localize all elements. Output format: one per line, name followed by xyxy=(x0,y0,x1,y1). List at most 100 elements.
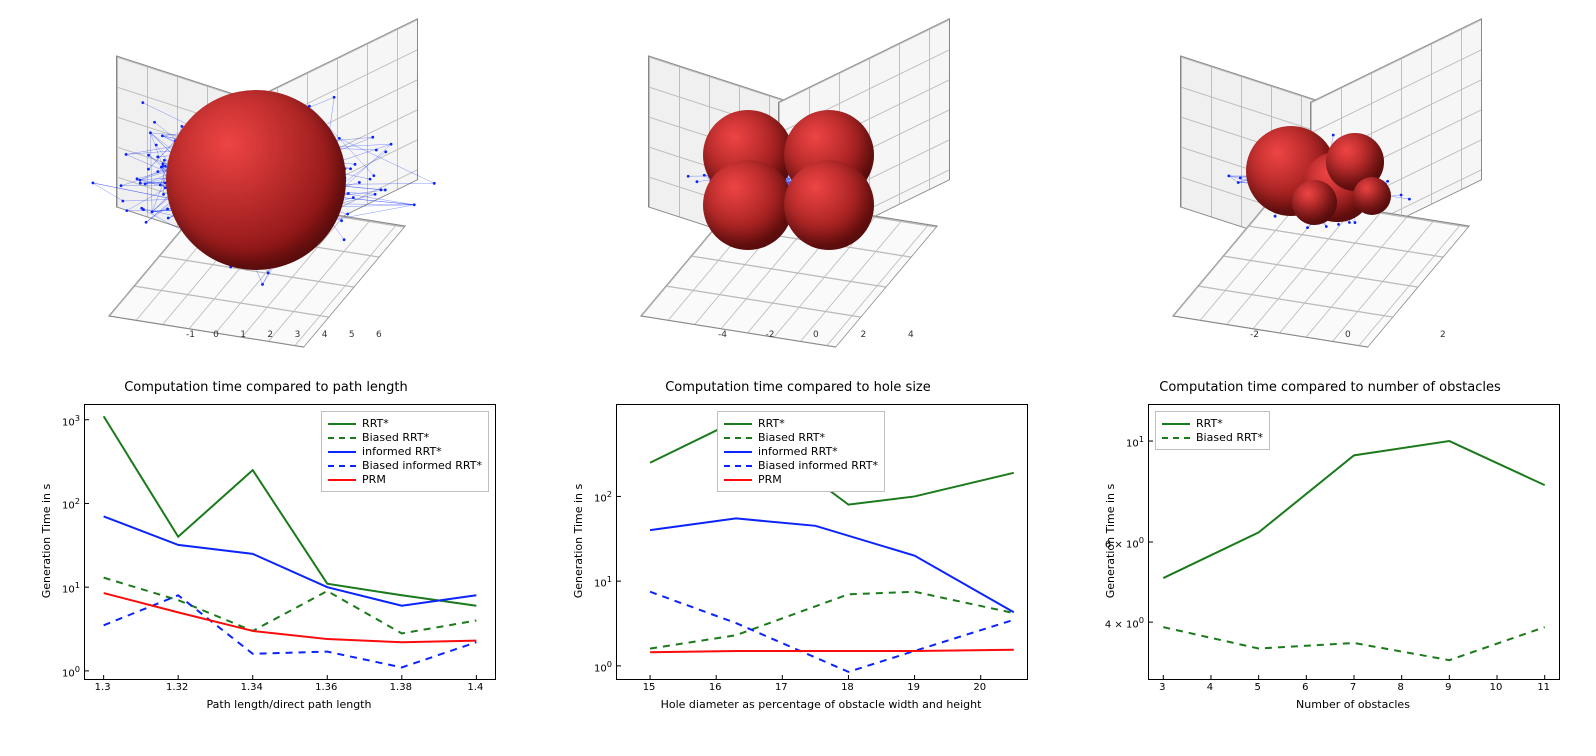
chart-title: Computation time compared to path length xyxy=(26,380,506,395)
legend-label: Biased informed RRT* xyxy=(362,459,482,472)
chart-path-length: Computation time compared to path length… xyxy=(26,380,506,720)
x-tick: 1.36 xyxy=(314,682,338,693)
series-line xyxy=(104,516,477,605)
chart-title: Computation time compared to hole size xyxy=(558,380,1038,395)
x-axis-label: Hole diameter as percentage of obstacle … xyxy=(616,698,1026,711)
x-tick: 18 xyxy=(835,682,859,693)
x-tick: 1.34 xyxy=(240,682,264,693)
x-tick: 16 xyxy=(703,682,727,693)
series-line xyxy=(104,578,477,634)
x-tick: 1.38 xyxy=(389,682,413,693)
chart-title: Computation time compared to number of o… xyxy=(1090,380,1570,395)
scenario-four-spheres: -4-2024 xyxy=(588,30,1008,350)
legend-swatch-icon xyxy=(1162,437,1190,439)
legend-swatch-icon xyxy=(328,437,356,439)
legend-entry: Biased informed RRT* xyxy=(328,459,482,472)
legend-swatch-icon xyxy=(724,423,752,425)
scenario-many-spheres: -202 xyxy=(1120,30,1540,350)
plot-area: RRT*Biased RRT* xyxy=(1148,404,1560,680)
legend: RRT*Biased RRT*informed RRT*Biased infor… xyxy=(321,411,489,492)
y-tick: 100 xyxy=(30,664,80,679)
legend: RRT*Biased RRT* xyxy=(1155,411,1270,450)
series-line xyxy=(1163,627,1544,660)
x-tick: 4 xyxy=(1198,682,1222,693)
series-line xyxy=(650,592,1014,649)
x-tick: 8 xyxy=(1389,682,1413,693)
plot-area: RRT*Biased RRT*informed RRT*Biased infor… xyxy=(84,404,496,680)
bottom-row-charts: Computation time compared to path length… xyxy=(0,370,1596,730)
series-line xyxy=(1163,441,1544,578)
x-tick: 20 xyxy=(968,682,992,693)
legend-entry: Biased informed RRT* xyxy=(724,459,878,472)
legend-label: RRT* xyxy=(362,417,389,430)
x-tick: 9 xyxy=(1436,682,1460,693)
y-tick: 102 xyxy=(562,489,612,504)
legend-entry: PRM xyxy=(328,473,482,486)
x-tick: 6 xyxy=(1293,682,1317,693)
y-axis-label: Generation Time in s xyxy=(1104,404,1117,678)
x-tick: 11 xyxy=(1532,682,1556,693)
legend-label: Biased RRT* xyxy=(1196,431,1263,444)
series-line xyxy=(650,650,1014,652)
legend-entry: informed RRT* xyxy=(328,445,482,458)
legend: RRT*Biased RRT*informed RRT*Biased infor… xyxy=(717,411,885,492)
x-tick: 3 xyxy=(1150,682,1174,693)
x-tick: 1.4 xyxy=(463,682,487,693)
legend-entry: RRT* xyxy=(1162,417,1263,430)
legend-label: PRM xyxy=(758,473,782,486)
legend-swatch-icon xyxy=(724,451,752,453)
legend-swatch-icon xyxy=(328,479,356,481)
legend-label: PRM xyxy=(362,473,386,486)
series-line xyxy=(104,595,477,667)
legend-label: Biased RRT* xyxy=(362,431,429,444)
x-tick: 17 xyxy=(769,682,793,693)
legend-swatch-icon xyxy=(724,465,752,467)
y-axis-label: Generation Time in s xyxy=(40,404,53,678)
y-tick: 102 xyxy=(30,496,80,511)
legend-label: informed RRT* xyxy=(362,445,442,458)
series-line xyxy=(650,592,1014,672)
legend-entry: Biased RRT* xyxy=(328,431,482,444)
y-tick: 6 × 100 xyxy=(1094,535,1144,550)
y-tick: 4 × 100 xyxy=(1094,615,1144,630)
top-row-3d-scenarios: -10123456 -4-2024 -202 xyxy=(0,0,1596,370)
y-tick: 103 xyxy=(30,413,80,428)
legend-entry: informed RRT* xyxy=(724,445,878,458)
y-axis-label: Generation Time in s xyxy=(572,404,585,678)
obstacle-sphere-icon xyxy=(166,90,346,270)
chart-num-obstacles: Computation time compared to number of o… xyxy=(1090,380,1570,720)
series-line xyxy=(650,518,1014,612)
legend-label: RRT* xyxy=(1196,417,1223,430)
x-tick: 5 xyxy=(1246,682,1270,693)
legend-entry: RRT* xyxy=(328,417,482,430)
y-tick: 101 xyxy=(562,574,612,589)
legend-swatch-icon xyxy=(328,451,356,453)
x-tick: 7 xyxy=(1341,682,1365,693)
y-tick: 101 xyxy=(30,580,80,595)
x-axis-label: Number of obstacles xyxy=(1148,698,1558,711)
x-axis-label: Path length/direct path length xyxy=(84,698,494,711)
legend-swatch-icon xyxy=(328,423,356,425)
legend-label: Biased RRT* xyxy=(758,431,825,444)
legend-swatch-icon xyxy=(724,437,752,439)
plot-area: RRT*Biased RRT*informed RRT*Biased infor… xyxy=(616,404,1028,680)
y-tick: 101 xyxy=(1094,434,1144,449)
legend-swatch-icon xyxy=(724,479,752,481)
obstacle-sphere-icon xyxy=(1292,180,1337,225)
x-tick: 10 xyxy=(1484,682,1508,693)
scenario-single-sphere: -10123456 xyxy=(56,30,476,350)
legend-entry: Biased RRT* xyxy=(724,431,878,444)
series-line xyxy=(104,593,477,642)
legend-entry: PRM xyxy=(724,473,878,486)
legend-swatch-icon xyxy=(328,465,356,467)
obstacle-sphere-icon xyxy=(703,160,793,250)
x-tick: 1.32 xyxy=(165,682,189,693)
chart-hole-size: Computation time compared to hole size RR… xyxy=(558,380,1038,720)
legend-label: informed RRT* xyxy=(758,445,838,458)
x-tick: 19 xyxy=(902,682,926,693)
x-tick: 1.3 xyxy=(91,682,115,693)
legend-entry: RRT* xyxy=(724,417,878,430)
legend-label: Biased informed RRT* xyxy=(758,459,878,472)
legend-entry: Biased RRT* xyxy=(1162,431,1263,444)
y-tick: 100 xyxy=(562,659,612,674)
